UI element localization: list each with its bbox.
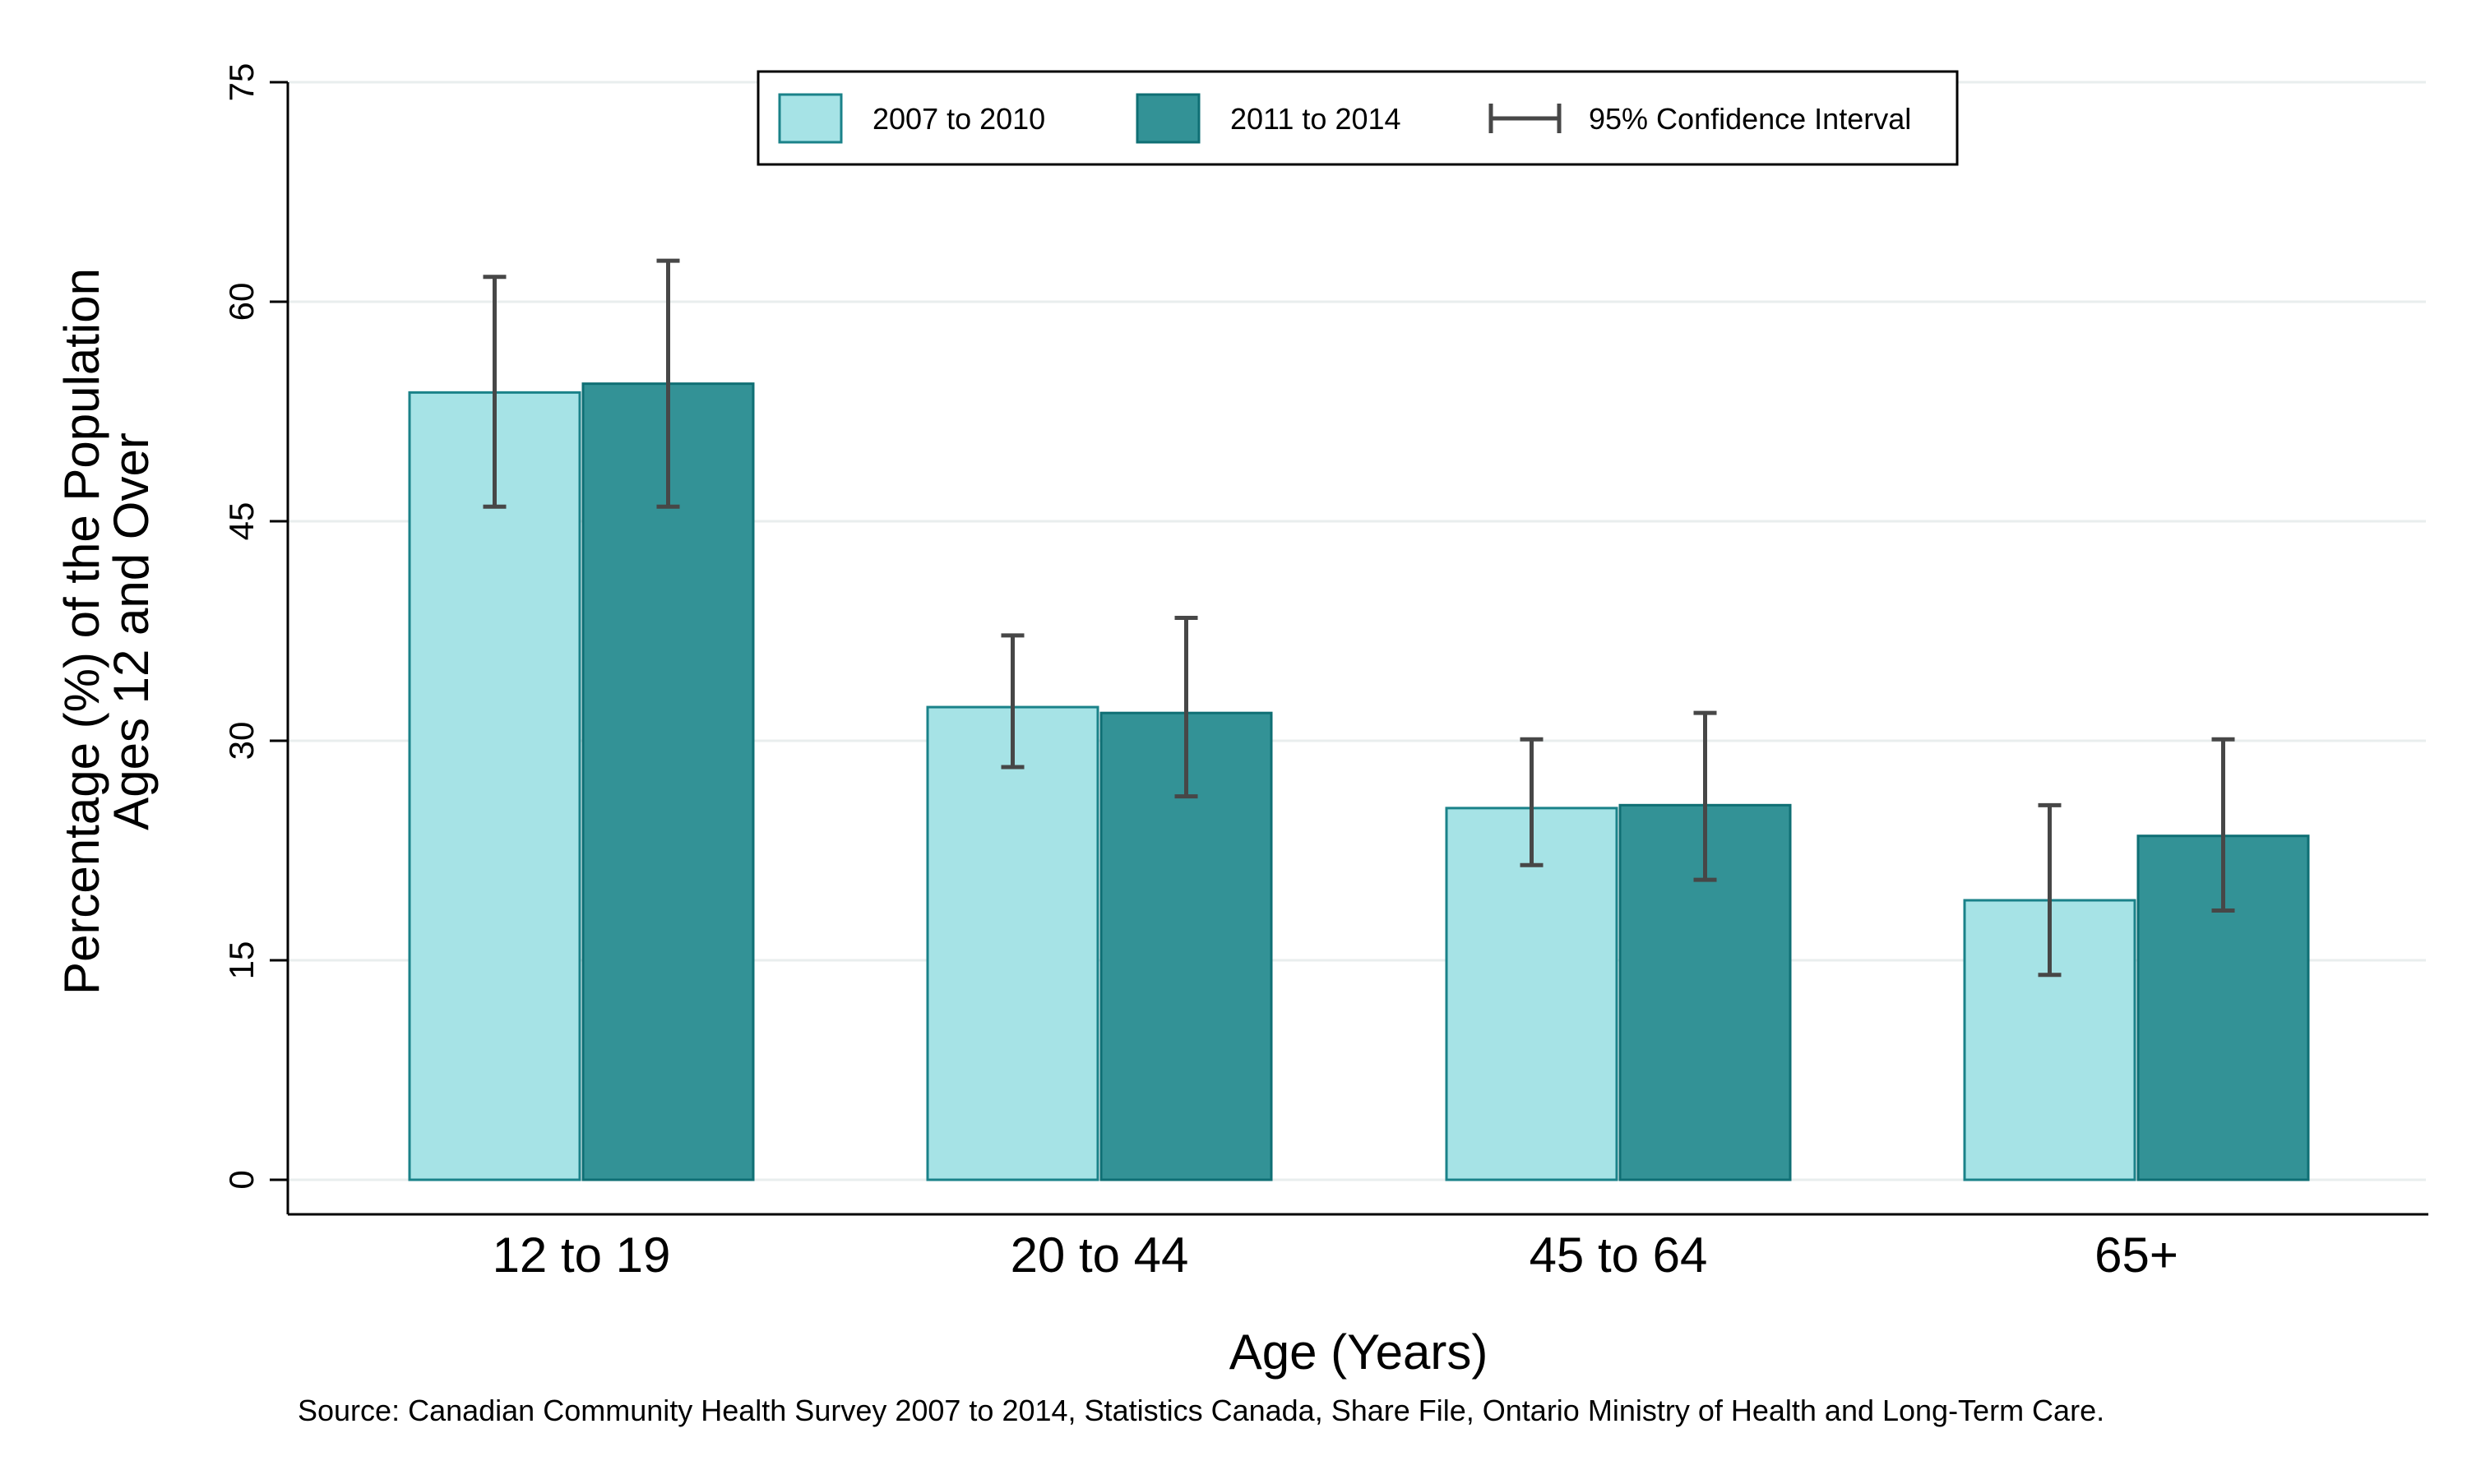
legend-label-2007-to-2010: 2007 to 2010 bbox=[872, 102, 1045, 136]
legend-swatch-2011-to-2014 bbox=[1136, 93, 1201, 144]
y-axis-title-line-1: Percentage (%) of the Population bbox=[54, 268, 109, 995]
legend-ci-symbol bbox=[1488, 104, 1562, 133]
y-tick-label-60: 60 bbox=[222, 283, 261, 321]
x-tick-label-12-to-19: 12 to 19 bbox=[493, 1227, 671, 1283]
bar-45-to-64-2007-to-2010 bbox=[1445, 807, 1618, 1181]
x-tick-label-20-to-44: 20 to 44 bbox=[1011, 1227, 1189, 1283]
bars-layer bbox=[408, 382, 2310, 1181]
bar-12-to-19-2007-to-2010 bbox=[408, 391, 581, 1181]
y-tick-label-75: 75 bbox=[222, 63, 261, 102]
y-tick-label-0: 0 bbox=[222, 1170, 261, 1189]
x-axis-title: Age (Years) bbox=[1229, 1325, 1488, 1380]
bar-12-to-19-2011-to-2014 bbox=[581, 382, 755, 1181]
legend: 2007 to 2010 2011 to 2014 95% Confidence… bbox=[757, 70, 1959, 166]
y-tick-label-15: 15 bbox=[222, 941, 261, 980]
legend-swatch-2007-to-2010 bbox=[778, 93, 843, 144]
y-tick-label-45: 45 bbox=[222, 502, 261, 541]
axis-layer bbox=[286, 82, 2428, 1216]
legend-label-2011-to-2014: 2011 to 2014 bbox=[1230, 102, 1401, 136]
source-note: Source: Canadian Community Health Survey… bbox=[298, 1394, 2104, 1427]
bar-20-to-44-2007-to-2010 bbox=[926, 705, 1099, 1181]
x-tick-label-45-to-64: 45 to 64 bbox=[1530, 1227, 1708, 1283]
ticks-layer: 0 15 30 45 60 75 12 to 19 20 to 44 45 to 64 65+ bbox=[222, 63, 2178, 1283]
legend-label-confidence-interval: 95% Confidence Interval bbox=[1589, 102, 1911, 136]
y-axis-title-line-2: Ages 12 and Over bbox=[104, 432, 159, 830]
x-tick-label-65: 65+ bbox=[2094, 1227, 2178, 1283]
legend-box bbox=[757, 70, 1959, 166]
y-tick-label-30: 30 bbox=[222, 722, 261, 760]
confidence-interval-layer bbox=[483, 258, 2235, 978]
